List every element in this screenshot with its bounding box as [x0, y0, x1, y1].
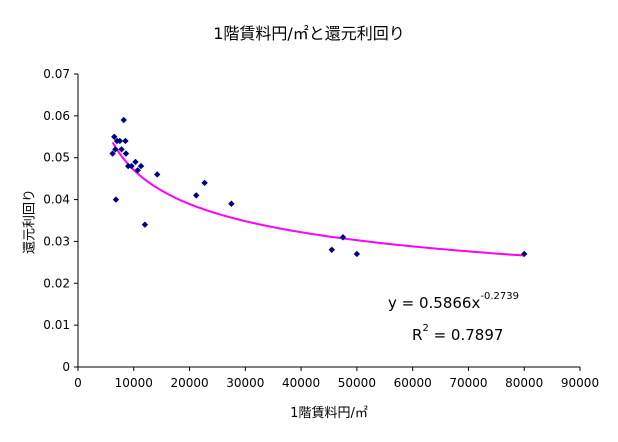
data-point	[120, 116, 127, 124]
data-point	[125, 162, 132, 170]
x-tick-label: 0	[74, 376, 82, 390]
data-point	[154, 171, 161, 178]
x-axis-label: 1階賃料円/㎡	[290, 406, 368, 421]
data-point	[122, 150, 130, 157]
y-tick-label: 0.03	[43, 234, 70, 248]
x-tick-label: 30000	[226, 376, 264, 390]
data-point	[122, 137, 129, 145]
data-point	[134, 167, 141, 174]
r-squared-exponent: 2	[422, 323, 429, 334]
data-point	[112, 146, 119, 153]
x-tick-label: 40000	[282, 376, 320, 390]
equation-base: y = 0.5866x	[388, 294, 481, 312]
x-tick-label: 80000	[505, 376, 543, 390]
data-point	[339, 234, 347, 241]
data-point	[109, 150, 116, 157]
y-tick-label: 0.04	[43, 193, 70, 207]
data-point	[353, 250, 361, 258]
data-point	[132, 158, 139, 166]
data-point	[111, 133, 118, 140]
data-point	[116, 137, 124, 145]
x-tick-label: 70000	[449, 376, 487, 390]
data-point	[118, 146, 125, 153]
chart-title: 1階賃料円/㎡と還元利回り	[213, 24, 405, 43]
x-tick-label: 10000	[115, 376, 153, 390]
data-point	[228, 200, 235, 207]
y-tick-label: 0	[62, 360, 70, 374]
x-tick-label: 60000	[394, 376, 432, 390]
data-point	[137, 162, 145, 170]
r-squared: R2 = 0.7897	[412, 323, 504, 344]
data-point	[128, 162, 135, 170]
r-squared-symbol: R	[412, 326, 423, 344]
x-tick-label: 90000	[561, 376, 599, 390]
y-tick-label: 0.06	[43, 109, 70, 123]
trendline	[111, 141, 525, 257]
data-point	[328, 246, 335, 253]
data-point	[521, 250, 528, 258]
y-tick-label: 0.07	[43, 67, 70, 81]
r-squared-value: = 0.7897	[428, 326, 504, 344]
y-axis-label: 還元利回り	[22, 189, 38, 255]
trendline-equation: y = 0.5866x-0.2739	[388, 291, 519, 312]
y-tick-label: 0.01	[43, 318, 70, 332]
y-tick-label: 0.02	[43, 276, 70, 290]
data-point	[141, 221, 149, 228]
data-point	[112, 196, 120, 203]
y-tick-label: 0.05	[43, 151, 70, 165]
x-tick-label: 50000	[338, 376, 376, 390]
equation-exponent: -0.2739	[480, 291, 519, 302]
x-tick-label: 20000	[170, 376, 208, 390]
data-point	[201, 179, 208, 187]
data-point	[193, 192, 200, 199]
